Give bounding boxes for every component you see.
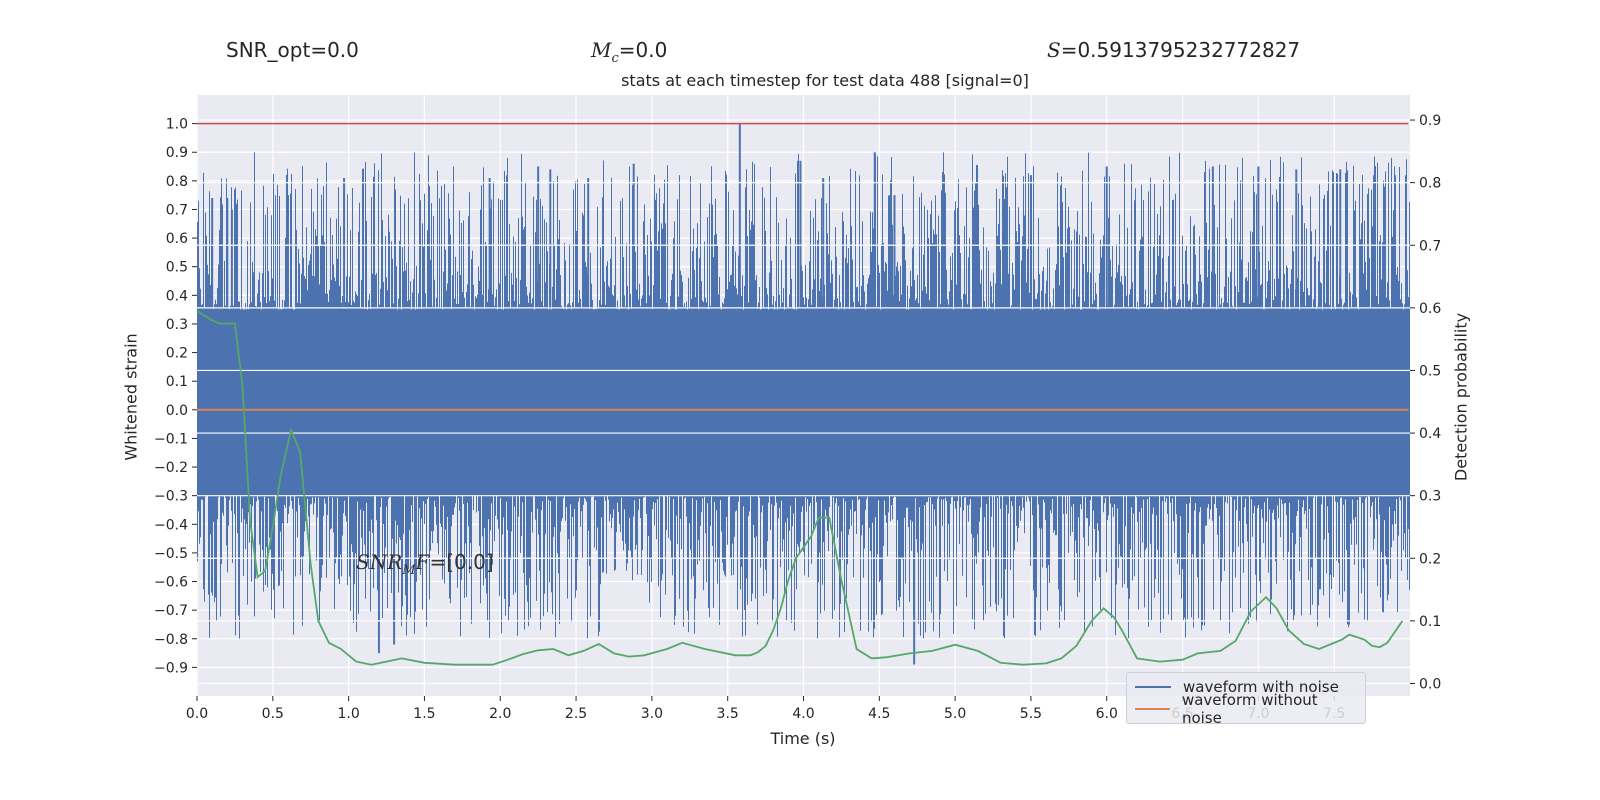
y2-tick-label: 0.5	[1419, 363, 1441, 379]
detection-probability-line	[196, 310, 1404, 666]
legend-label-noise: waveform with noise	[1183, 678, 1339, 696]
y-tick-label: −0.4	[154, 517, 188, 533]
legend-swatch-clean	[1135, 708, 1170, 710]
legend-label-clean: waveform without noise	[1181, 691, 1318, 727]
y2-tick-label: 0.3	[1419, 489, 1441, 505]
score-label: S=0.5913795232772827	[1047, 38, 1301, 62]
x-tick-label: 3.0	[641, 706, 663, 722]
y-tick-label: −0.2	[154, 460, 188, 476]
x-tick-label: 1.5	[413, 706, 435, 722]
y-tick-label: 0.4	[166, 288, 188, 304]
y2-tick-label: 0.6	[1419, 301, 1441, 317]
noise-series	[197, 123, 1410, 665]
x-tick-label: 2.5	[565, 706, 587, 722]
y2-tick-label: 0.4	[1419, 426, 1441, 442]
y2-tick-label: 0.8	[1419, 176, 1441, 192]
y2-tick-label: 0.7	[1419, 238, 1441, 254]
y-tick-label: −0.1	[154, 431, 188, 447]
x-tick-label: 1.0	[337, 706, 359, 722]
y-tick-label: −0.7	[154, 603, 188, 619]
y-axis-title: Whitened strain	[121, 333, 141, 461]
y-tick-label: 0.6	[166, 231, 188, 247]
chart-title: stats at each timestep for test data 488…	[621, 71, 1029, 90]
y-tick-label: 0.5	[166, 260, 188, 276]
legend-item-noise: waveform with noise	[1135, 676, 1357, 698]
x-tick-label: 2.0	[489, 706, 511, 722]
x-tick-label: 0.0	[186, 706, 208, 722]
x-tick-label: 5.5	[1020, 706, 1042, 722]
noise-core	[197, 309, 1410, 496]
x-tick-label: 5.0	[944, 706, 966, 722]
chirp-mass-label: Mc=0.0	[591, 38, 668, 66]
y-tick-label: −0.6	[154, 575, 188, 591]
y-tick-label: 0.7	[166, 202, 188, 218]
snr-opt-label: SNR_opt=0.0	[226, 38, 359, 62]
y-tick-label: 0.1	[166, 374, 188, 390]
y2-tick-label: 0.9	[1419, 113, 1441, 129]
y-tick-label: 0.9	[166, 145, 188, 161]
y-tick-label: 0.2	[166, 346, 188, 362]
legend: waveform with noise waveform without noi…	[1126, 672, 1366, 727]
y-tick-label: −0.3	[154, 489, 188, 505]
x-tick-label: 4.0	[792, 706, 814, 722]
x-tick-label: 4.5	[868, 706, 890, 722]
y-tick-label: −0.5	[154, 546, 188, 562]
snr-mf-annotation: SNRMF=[0.0]	[356, 550, 494, 578]
y2-tick-label: 0.2	[1419, 551, 1441, 567]
y-tick-label: −0.9	[154, 660, 188, 676]
y-tick-label: 0.0	[166, 403, 188, 419]
y2-tick-label: 0.0	[1419, 676, 1441, 692]
x-tick-label: 6.0	[1096, 706, 1118, 722]
y-tick-label: 0.3	[166, 317, 188, 333]
y2-tick-label: 0.1	[1419, 614, 1441, 630]
y2-axis-title: Detection probability	[1451, 312, 1471, 482]
y-tick-label: 1.0	[166, 117, 188, 133]
y-tick-label: 0.8	[166, 174, 188, 190]
x-tick-label: 0.5	[262, 706, 284, 722]
y-tick-label: −0.8	[154, 632, 188, 648]
legend-item-clean: waveform without noise	[1135, 691, 1357, 727]
legend-swatch-noise	[1135, 686, 1171, 688]
x-axis-title: Time (s)	[770, 729, 836, 748]
x-tick-label: 3.5	[717, 706, 739, 722]
